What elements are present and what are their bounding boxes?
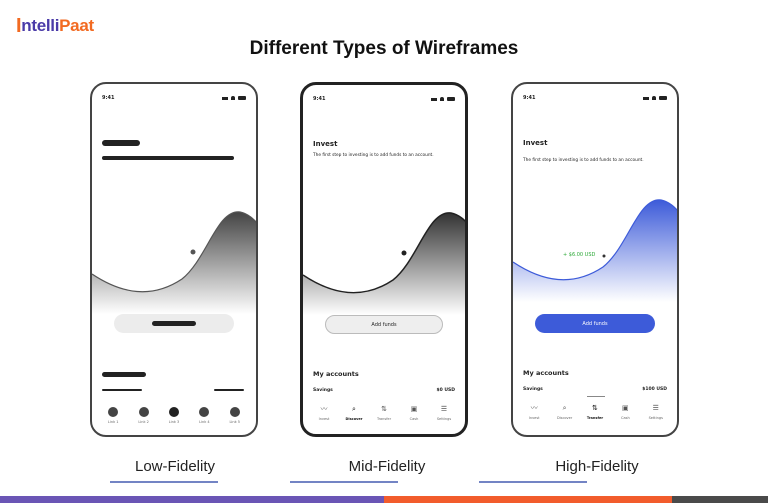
status-bar: 9:41 xyxy=(523,95,667,101)
savings-label: Savings xyxy=(523,387,543,392)
nav-link-5[interactable]: Link 5 xyxy=(220,407,250,424)
placeholder-subtitle xyxy=(102,156,234,160)
status-time: 9:41 xyxy=(102,95,115,101)
cash-icon: ▣ xyxy=(622,404,629,412)
placeholder-heading xyxy=(102,140,140,146)
line-chart xyxy=(513,199,677,302)
nav-cash[interactable]: ▣ Cash xyxy=(409,405,419,421)
invest-heading: Invest xyxy=(523,139,548,147)
placeholder-savings xyxy=(102,389,142,391)
savings-value: $100 USD xyxy=(642,387,667,392)
invest-subtitle: The first step to investing is to add fu… xyxy=(313,153,434,158)
status-icons xyxy=(643,95,667,101)
savings-row[interactable]: Savings $100 USD xyxy=(523,387,667,392)
footer-orange-segment xyxy=(384,496,672,503)
dot-icon xyxy=(168,407,179,417)
nav-settings[interactable]: ☰ Settings xyxy=(436,405,452,421)
wifi-icon xyxy=(231,96,235,100)
bottom-nav: 〰 Invest ⌕ Discover ⇅ Transfer ▣ Cash ☰ Setti… xyxy=(513,404,677,420)
caption-low-fidelity: Low-Fidelity xyxy=(134,458,216,475)
dot-icon xyxy=(108,407,119,417)
nav-discover[interactable]: ⌕ Discover xyxy=(345,405,363,421)
logo-mark: I xyxy=(16,14,22,37)
nav-link-1[interactable]: Link 1 xyxy=(98,407,128,424)
settings-icon: ☰ xyxy=(440,405,448,413)
savings-row[interactable]: Savings $0 USD xyxy=(313,388,455,393)
logo-text-intelli: ntelli xyxy=(21,16,60,35)
wifi-icon xyxy=(652,96,656,100)
dot-icon xyxy=(138,407,149,417)
caption-underline xyxy=(110,481,218,483)
caption-mid-fidelity: Mid-Fidelity xyxy=(348,458,426,475)
nav-cash[interactable]: ▣ Cash xyxy=(621,404,630,420)
status-icons xyxy=(222,95,246,101)
status-time: 9:41 xyxy=(523,95,536,101)
footer-bar xyxy=(0,496,768,503)
high-fidelity-phone: 9:41 Invest The first step to investing … xyxy=(511,82,679,437)
transfer-icon: ⇅ xyxy=(592,404,598,412)
nav-transfer[interactable]: ⇅ Transfer xyxy=(586,404,604,420)
signal-icon xyxy=(643,96,649,100)
search-icon: ⌕ xyxy=(352,405,356,413)
savings-value: $0 USD xyxy=(436,388,455,393)
my-accounts-heading: My accounts xyxy=(313,370,359,378)
caption-underline xyxy=(290,481,398,483)
bottom-nav: 〰 Invest ⌕ Discover ⇅ Transfer ▣ Cash ☰ Setti… xyxy=(303,405,465,421)
caption-high-fidelity: High-Fidelity xyxy=(555,458,639,475)
logo-text-paat: Paat xyxy=(59,16,94,35)
add-funds-button[interactable]: Add funds xyxy=(535,314,655,333)
line-chart xyxy=(303,212,465,315)
nav-transfer[interactable]: ⇅ Transfer xyxy=(376,405,392,421)
battery-icon xyxy=(238,96,246,100)
status-bar: 9:41 xyxy=(102,95,246,101)
mid-fidelity-phone: 9:41 Invest The first step to investing … xyxy=(300,82,468,437)
battery-icon xyxy=(447,97,455,101)
nav-link-4[interactable]: Link 4 xyxy=(189,407,219,424)
dot-icon xyxy=(199,407,210,417)
placeholder-accounts xyxy=(102,372,146,377)
nav-discover[interactable]: ⌕ Discover xyxy=(556,404,573,420)
settings-icon: ☰ xyxy=(652,404,659,412)
low-fidelity-phone: 9:41 Link 1 Link 2 Link 3 Link 4 Link 5 xyxy=(90,82,258,437)
add-funds-button[interactable]: Add funds xyxy=(325,315,443,334)
nav-link-2[interactable]: Link 2 xyxy=(129,407,159,424)
status-bar: 9:41 xyxy=(313,96,455,102)
price-change-label: + $6.00 USD xyxy=(563,252,596,258)
scroll-indicator xyxy=(587,396,605,397)
status-time: 9:41 xyxy=(313,96,326,102)
caption-underline xyxy=(479,481,587,483)
status-icons xyxy=(431,96,455,102)
nav-settings[interactable]: ☰ Settings xyxy=(648,404,663,420)
page-title: Different Types of Wireframes xyxy=(249,38,519,59)
chart-icon: 〰 xyxy=(320,405,328,413)
bottom-nav: Link 1 Link 2 Link 3 Link 4 Link 5 xyxy=(92,407,256,424)
line-chart xyxy=(92,211,256,314)
logo: I ntelli Paat xyxy=(16,12,94,40)
savings-label: Savings xyxy=(313,388,333,393)
search-icon: ⌕ xyxy=(562,404,567,412)
battery-icon xyxy=(659,96,667,100)
nav-invest[interactable]: 〰 Invest xyxy=(528,404,540,420)
signal-icon xyxy=(431,97,437,101)
transfer-icon: ⇅ xyxy=(381,405,387,413)
dot-icon xyxy=(229,407,240,417)
invest-subtitle: The first step to investing is to add fu… xyxy=(523,158,644,163)
footer-gray-segment xyxy=(672,496,768,503)
footer-purple-segment xyxy=(0,496,384,503)
invest-heading: Invest xyxy=(313,140,338,148)
nav-invest[interactable]: 〰 Invest xyxy=(318,405,330,421)
cash-icon: ▣ xyxy=(410,405,418,413)
chart-icon: 〰 xyxy=(530,404,538,412)
nav-link-3[interactable]: Link 3 xyxy=(159,407,189,424)
placeholder-button[interactable] xyxy=(114,314,234,333)
wifi-icon xyxy=(440,97,444,101)
my-accounts-heading: My accounts xyxy=(523,369,569,377)
signal-icon xyxy=(222,96,228,100)
placeholder-value xyxy=(214,389,244,391)
